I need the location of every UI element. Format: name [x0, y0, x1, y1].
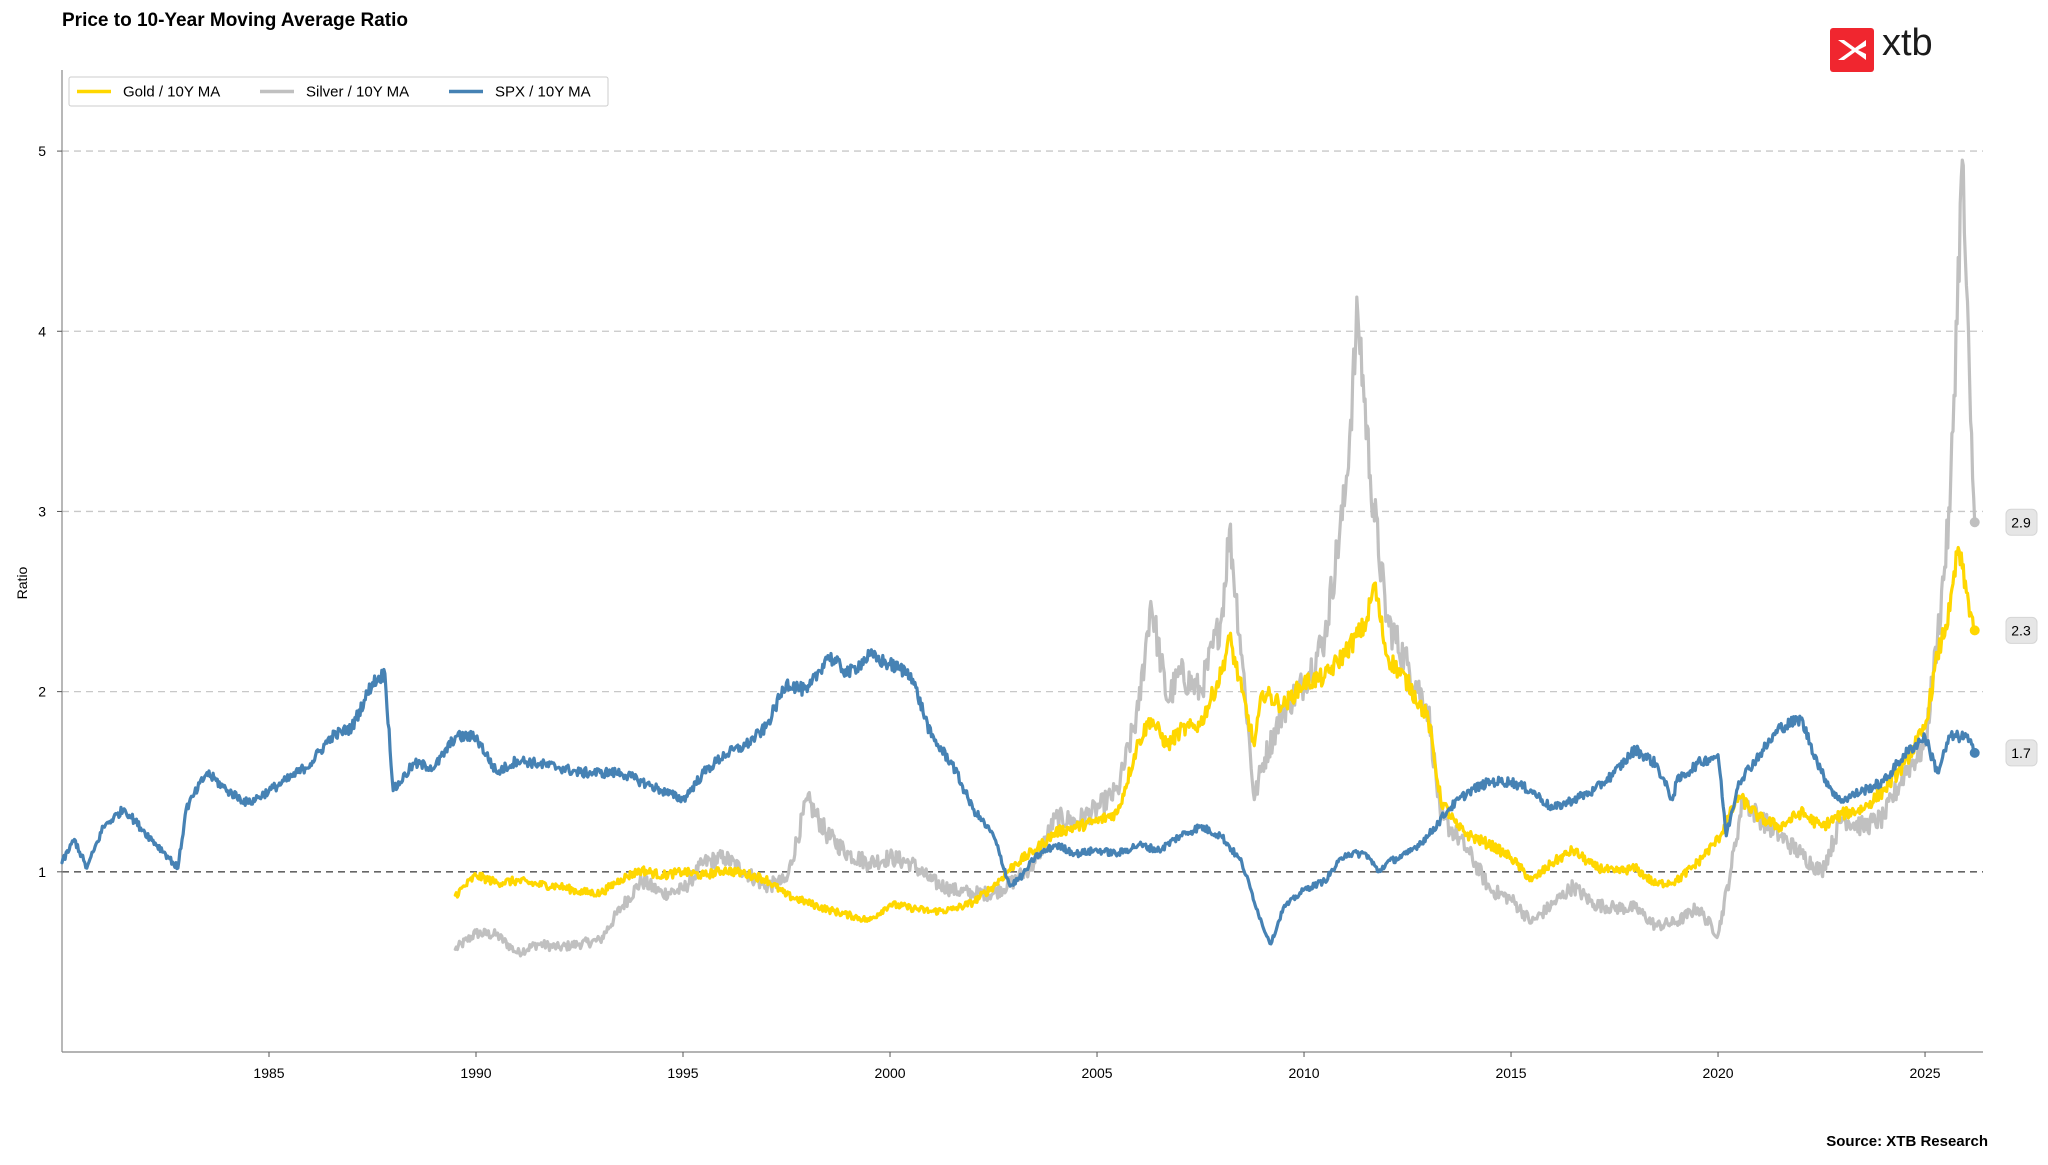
xtb-wordmark: xtb [1882, 22, 1933, 64]
end-label-silver: 2.9 [2011, 514, 2031, 530]
end-label-gold: 2.3 [2011, 622, 2031, 638]
y-tick-label-1: 1 [38, 864, 46, 880]
end-label-box-silver [2005, 508, 2038, 536]
end-marker-silver [1969, 517, 1980, 528]
legend-label-spx: SPX / 10Y MA [495, 84, 591, 101]
end-label-spx: 1.7 [2011, 745, 2031, 761]
x-tick-label-2015: 2015 [1495, 1065, 1526, 1081]
y-axis-label: Ratio [14, 566, 30, 599]
x-tick-label-2020: 2020 [1702, 1065, 1733, 1081]
end-label-box-gold [2005, 616, 2038, 644]
end-marker-spx [1969, 747, 1980, 758]
x-tick-label-1995: 1995 [667, 1065, 698, 1081]
axes-layer: 1 2 3 4 5 1985 1990 1995 2000 2005 2010 2015 2020 202… [38, 70, 1983, 1081]
x-tick-label-1985: 1985 [253, 1065, 284, 1081]
x-tick-label-2010: 2010 [1288, 1065, 1319, 1081]
y-tick-label-2: 2 [38, 684, 46, 700]
y-tick-label-5: 5 [38, 143, 46, 159]
end-labels-layer: 2.9 2.3 1.7 [2005, 508, 2038, 767]
end-marker-gold [1969, 625, 1980, 636]
x-tick-label-2000: 2000 [874, 1065, 905, 1081]
series-line-spx [60, 648, 1977, 946]
y-tick-label-3: 3 [38, 503, 46, 519]
x-tick-label-1990: 1990 [460, 1065, 491, 1081]
chart-legend: Gold / 10Y MA Silver / 10Y MA SPX / 10Y MA [68, 76, 609, 107]
legend-label-silver: Silver / 10Y MA [306, 84, 409, 101]
x-tick-label-2025: 2025 [1909, 1065, 1940, 1081]
xtb-logo: xtb [1830, 22, 1948, 72]
xtb-logo-mark-icon [1830, 28, 1874, 72]
chart-title: Price to 10-Year Moving Average Ratio [62, 10, 408, 31]
series-line-gold [453, 545, 1977, 923]
series-line-silver [453, 158, 1977, 958]
end-label-box-spx [2005, 739, 2038, 767]
legend-box [68, 76, 609, 107]
series-layer [60, 158, 1980, 958]
x-tick-label-2005: 2005 [1081, 1065, 1112, 1081]
legend-label-gold: Gold / 10Y MA [123, 84, 220, 101]
source-note: Source: XTB Research [1826, 1133, 1988, 1150]
y-tick-label-4: 4 [38, 323, 46, 339]
